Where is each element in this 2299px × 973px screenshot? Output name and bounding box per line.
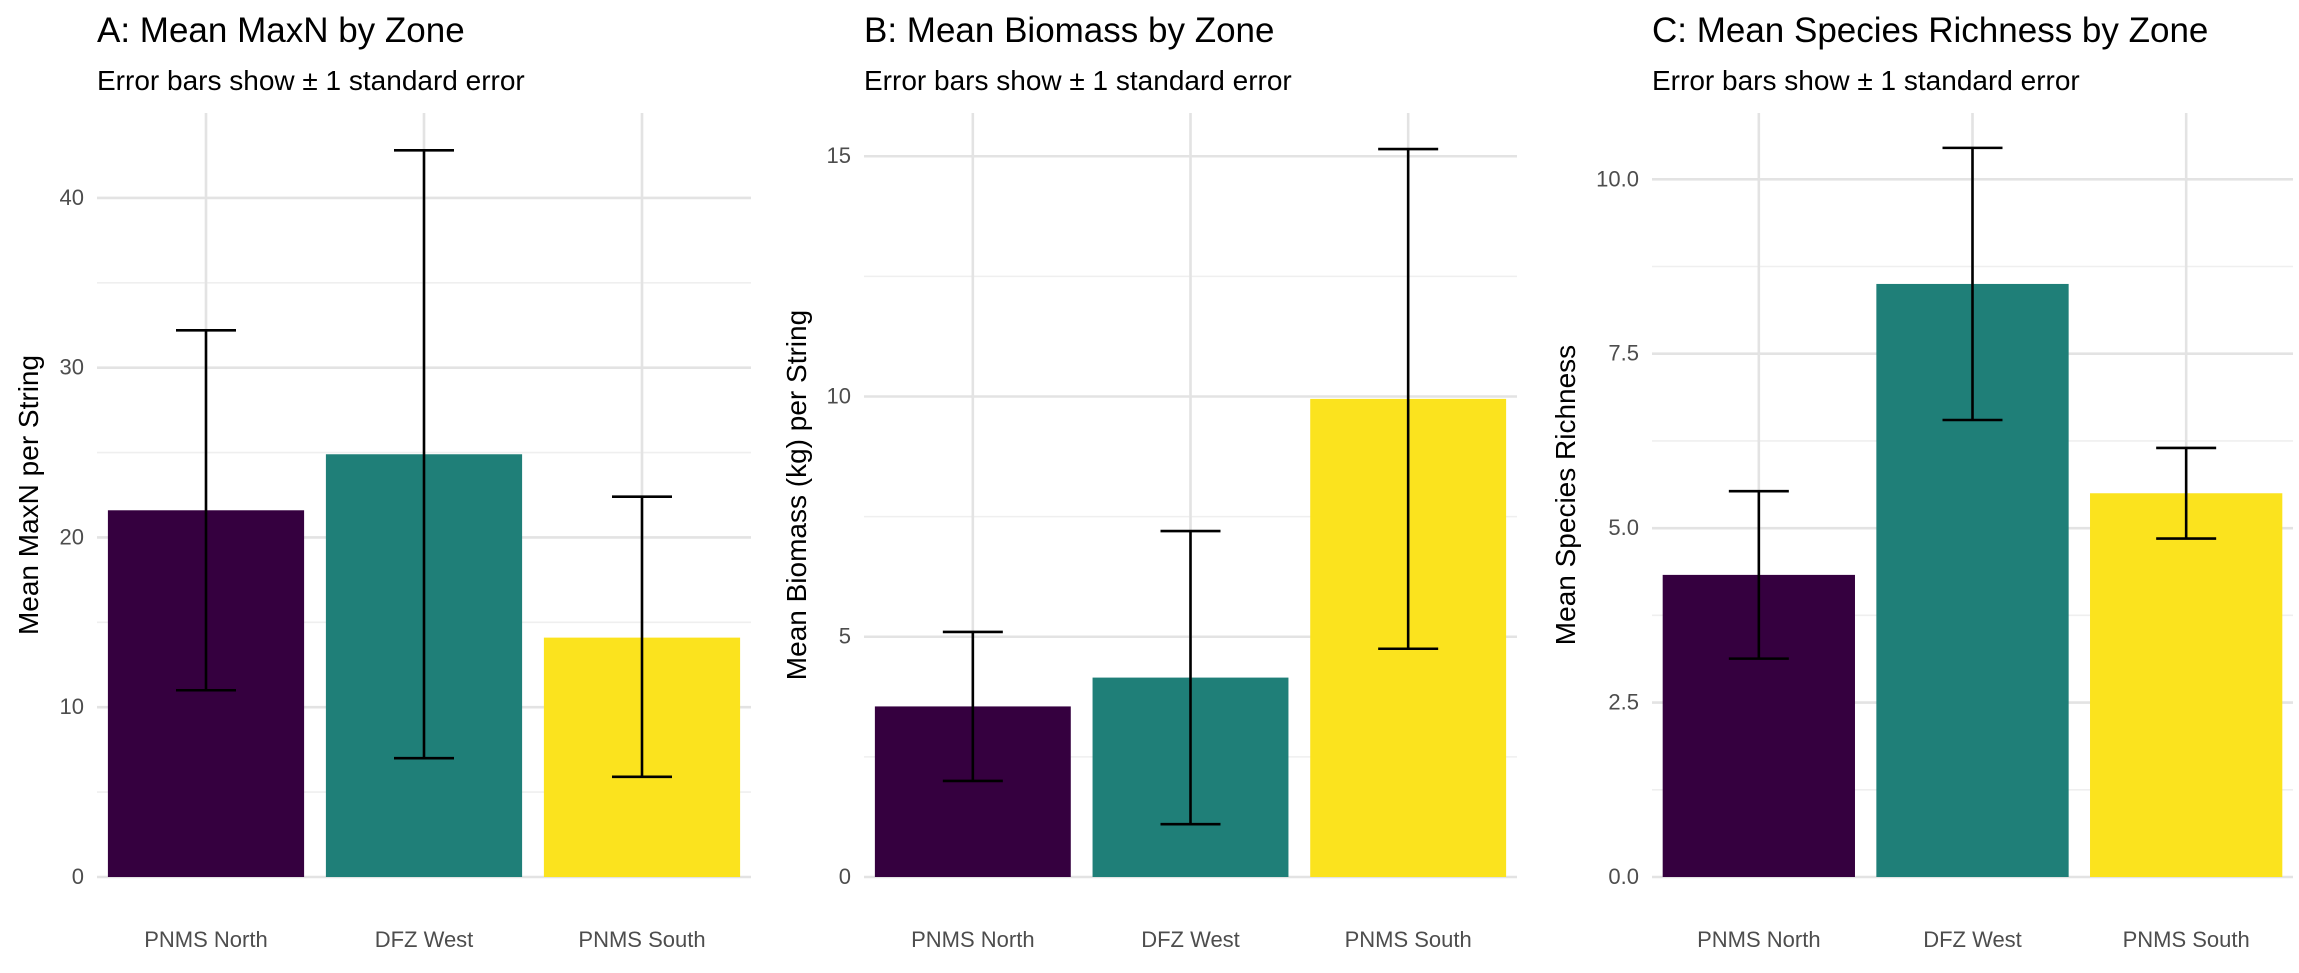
chart-1-x-tick-label: DFZ West (375, 927, 474, 952)
chart-1-x-tick-label: PNMS South (578, 927, 705, 952)
chart-3-x-tick-label: PNMS South (2123, 927, 2250, 952)
chart-1-title: A: Mean MaxN by Zone (97, 11, 465, 50)
chart-1-error-bar-1 (394, 149, 454, 760)
chart-3-x-tick-label: DFZ West (1923, 927, 2022, 952)
chart-2-error-bar-1 (1160, 529, 1221, 826)
chart-3-y-tick-label: 5.0 (1608, 515, 1639, 540)
chart-1-error-bar-2 (612, 495, 672, 779)
chart-3-subtitle: Error bars show ± 1 standard error (1652, 65, 2080, 96)
chart-2-y-tick-label: 10 (827, 383, 851, 408)
chart-3-bar-2 (2090, 493, 2283, 877)
chart-3-y-tick-label: 2.5 (1608, 690, 1639, 715)
chart-1-x-tick-label: PNMS North (144, 927, 267, 952)
chart-2-x-tick-label: DFZ West (1141, 927, 1240, 952)
chart-3-x-tick-label: PNMS North (1697, 927, 1820, 952)
chart-1-y-tick-label: 10 (60, 694, 84, 719)
chart-1-y-tick-label: 40 (60, 185, 84, 210)
chart-3-y-axis-label: Mean Species Richness (1550, 345, 1581, 645)
chart-2-y-tick-label: 5 (839, 624, 851, 649)
chart-3-y-tick-label: 7.5 (1608, 341, 1639, 366)
chart-2-y-tick-label: 15 (827, 143, 851, 168)
chart-2-y-axis-label: Mean Biomass (kg) per String (781, 310, 812, 680)
chart-3-y-tick-label: 10.0 (1596, 166, 1639, 191)
chart-1-y-axis-label: Mean MaxN per String (13, 355, 44, 635)
chart-2-error-bar-2 (1378, 147, 1439, 651)
chart-1-y-tick-label: 20 (60, 524, 84, 549)
chart-3-error-bar-2 (2156, 446, 2217, 540)
chart-2-subtitle: Error bars show ± 1 standard error (864, 65, 1292, 96)
chart-3-panel: 0.0 2.5 5.0 7.5 10.0 PNMS North DFZ West PNMS S… (1550, 11, 2293, 952)
chart-2-y-tick-label: 0 (839, 864, 851, 889)
chart-3-error-bar-0 (1728, 489, 1789, 660)
chart-2-panel: 0 5 10 15 PNMS North DFZ West PNMS South Mean B… (781, 11, 1517, 952)
chart-1-y-tick-label: 0 (72, 864, 84, 889)
chart-3-error-bar-1 (1942, 146, 2003, 422)
chart-2-error-bar-0 (942, 630, 1003, 783)
chart-1-panel: 0 10 20 30 40 PNMS North DFZ West PNMS South Mea… (13, 11, 751, 952)
chart-3-title: C: Mean Species Richness by Zone (1652, 11, 2208, 50)
chart-3-y-tick-label: 0.0 (1608, 864, 1639, 889)
chart-2-x-tick-label: PNMS North (911, 927, 1034, 952)
chart-2-x-tick-label: PNMS South (1345, 927, 1472, 952)
chart-2-title: B: Mean Biomass by Zone (864, 11, 1274, 50)
chart-1-y-tick-label: 30 (60, 355, 84, 380)
chart-1-subtitle: Error bars show ± 1 standard error (97, 65, 525, 96)
chart-1-error-bar-0 (176, 329, 236, 692)
